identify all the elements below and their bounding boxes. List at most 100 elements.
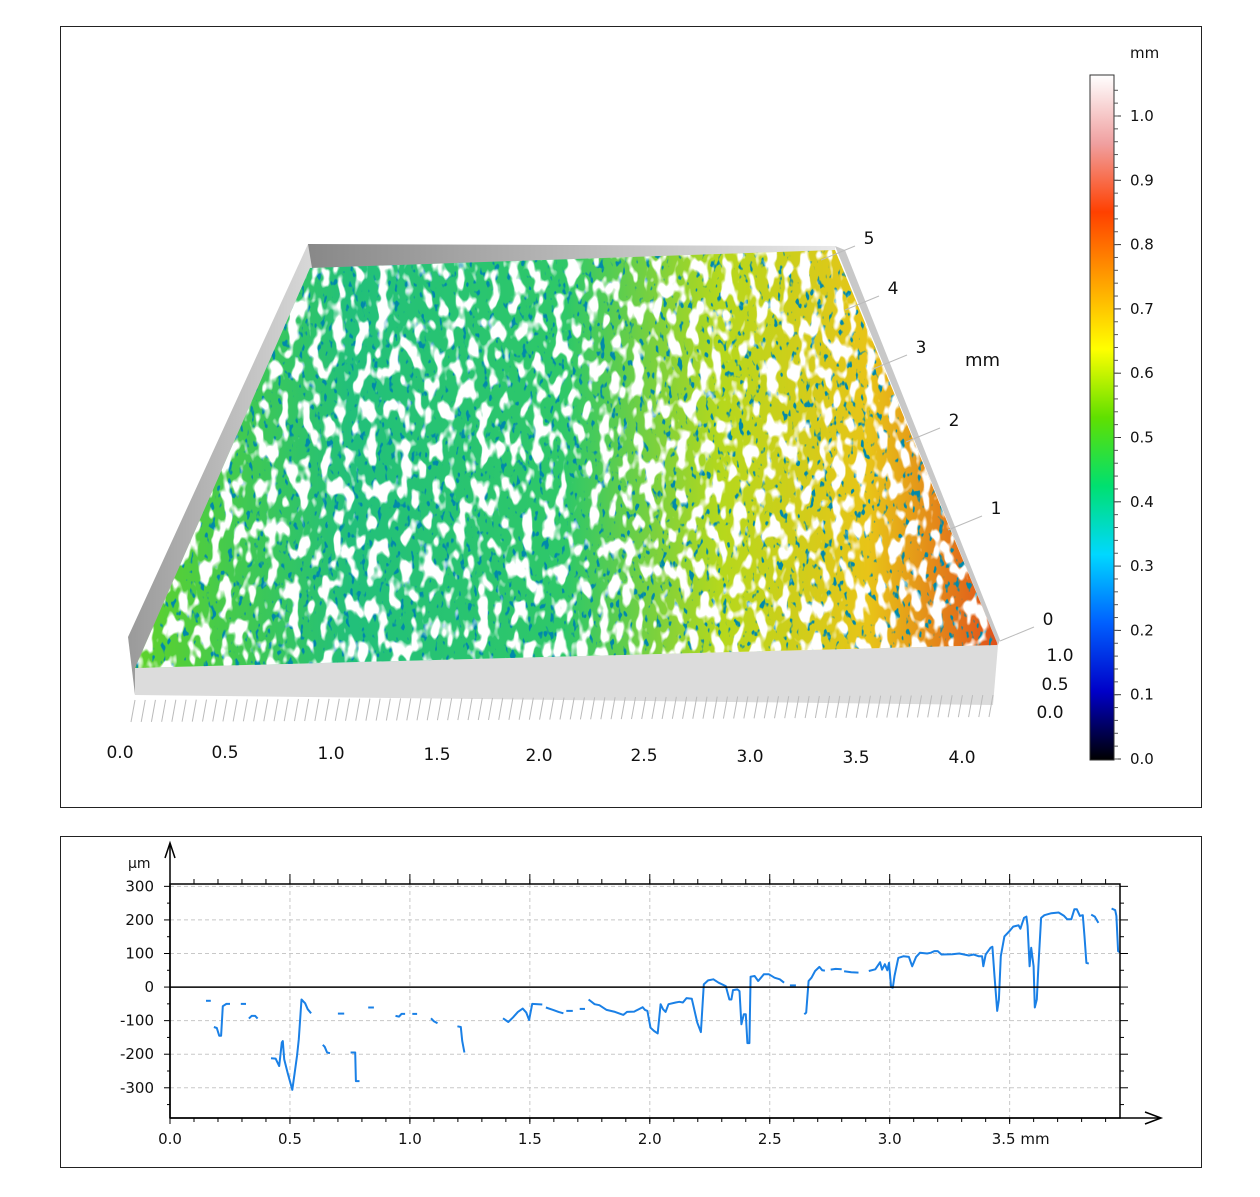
y-axis-arrow-icon (164, 840, 176, 859)
y-tick (947, 515, 983, 531)
x-minor-tick (671, 696, 677, 719)
profile-line-segment (803, 965, 826, 1016)
profile-line-segment (545, 1006, 564, 1015)
x-minor-tick (835, 695, 841, 718)
x-minor-tick (692, 696, 698, 719)
profile-line-segment (270, 998, 312, 1091)
profile-line-segment (213, 1002, 230, 1037)
colorbar-tick-label: 0.2 (1130, 621, 1154, 639)
x-minor-tick (140, 699, 146, 723)
x-minor-tick (477, 697, 483, 721)
x-minor-tick (876, 695, 882, 718)
front-wall (135, 645, 998, 705)
x-minor-tick (457, 698, 463, 721)
x-minor-tick (957, 695, 963, 718)
x-minor-tick (906, 695, 912, 718)
x-tick-label: 4.0 (948, 748, 975, 768)
x-minor-tick (324, 698, 330, 721)
x-minor-tick (641, 696, 647, 720)
x-minor-tick (273, 699, 279, 722)
x-minor-tick (426, 698, 432, 721)
x-minor-tick (293, 698, 299, 722)
profile-line-segment (587, 973, 785, 1045)
x-minor-tick (937, 695, 943, 718)
x-minor-tick (242, 699, 248, 722)
x-minor-tick (855, 695, 861, 718)
surface-white-texture (135, 250, 998, 668)
y-tick-label: 5 (864, 229, 875, 249)
x-minor-tick (345, 698, 350, 721)
x-minor-tick (804, 695, 810, 719)
x-minor-tick (896, 695, 902, 718)
x-minor-tick (845, 695, 851, 718)
y-tick (844, 295, 880, 311)
x-minor-tick (784, 696, 790, 719)
x-minor-tick (396, 698, 402, 721)
x-minor-tick (171, 699, 177, 722)
x-axis-arrow-icon (1144, 1111, 1164, 1125)
x-minor-tick (467, 697, 473, 721)
x-tick-label: 3.0 (878, 1130, 902, 1148)
x-minor-tick (488, 697, 493, 721)
x-minor-tick (130, 699, 136, 723)
x-tick-label: 0.5 (278, 1130, 302, 1148)
x-minor-tick (436, 698, 442, 721)
y-tick-label: 4 (888, 279, 899, 299)
x-tick-label: 0.0 (106, 743, 133, 763)
x-minor-tick (569, 697, 575, 720)
y-tick-label: 200 (125, 911, 154, 929)
x-minor-tick (406, 698, 412, 721)
x-minor-tick (865, 695, 871, 718)
x-minor-tick (212, 699, 218, 722)
profile-line-segment (1090, 913, 1100, 924)
x-minor-tick (365, 698, 371, 721)
x-tick-label: 2.5 (758, 1130, 782, 1148)
y-tick-label: 3 (916, 338, 927, 358)
x-tick-label: 1.0 (398, 1130, 422, 1148)
x-minor-tick (150, 699, 156, 722)
x-minor-tick (794, 696, 800, 719)
colorbar-tick-label: 0.6 (1130, 364, 1154, 382)
colorbar-tick-label: 0.8 (1130, 236, 1154, 254)
y-tick (872, 354, 908, 370)
profile-panel (60, 836, 1202, 1168)
z-tick-label: 1.0 (1046, 646, 1073, 666)
x-minor-tick (774, 696, 779, 719)
x-minor-tick (886, 695, 892, 718)
y-tick-label: -300 (120, 1079, 154, 1097)
x-minor-tick (253, 699, 259, 722)
x-tick-label: 3.0 (736, 747, 763, 767)
x-minor-tick (528, 697, 534, 720)
colorbar-tick-label: 1.0 (1130, 107, 1154, 125)
x-minor-tick (825, 695, 831, 719)
y-tick-label: -100 (120, 1012, 154, 1030)
y-tick-label: 2 (949, 411, 960, 431)
y-axis-unit: mm (965, 350, 1000, 371)
x-minor-tick (334, 698, 340, 721)
x-tick-label: 2.0 (525, 746, 552, 766)
x-minor-tick (304, 698, 310, 722)
x-minor-tick (743, 696, 749, 719)
x-tick-label: 1.5 (423, 745, 450, 765)
y-tick (999, 626, 1035, 642)
colorbar-tick-label: 0.3 (1130, 557, 1154, 575)
x-minor-tick (181, 699, 187, 722)
x-tick-label: 1.5 (518, 1130, 542, 1148)
x-minor-tick (263, 699, 269, 722)
x-minor-tick (620, 697, 626, 720)
x-minor-tick (712, 696, 718, 719)
colorbar (1089, 74, 1115, 761)
colorbar-tick-label: 0.0 (1130, 750, 1154, 768)
x-minor-tick (518, 697, 524, 720)
x-minor-tick (579, 697, 585, 720)
profile-line-segment (322, 1044, 331, 1055)
y-tick-label: 300 (125, 877, 154, 895)
y-tick-label: -200 (120, 1045, 154, 1063)
y-tick-label: 1 (991, 499, 1002, 519)
x-minor-tick (702, 696, 708, 719)
z-tick-label: 0.5 (1041, 675, 1068, 695)
profile-line-segment (248, 1014, 259, 1020)
colorbar-tick-label: 0.9 (1130, 171, 1154, 189)
